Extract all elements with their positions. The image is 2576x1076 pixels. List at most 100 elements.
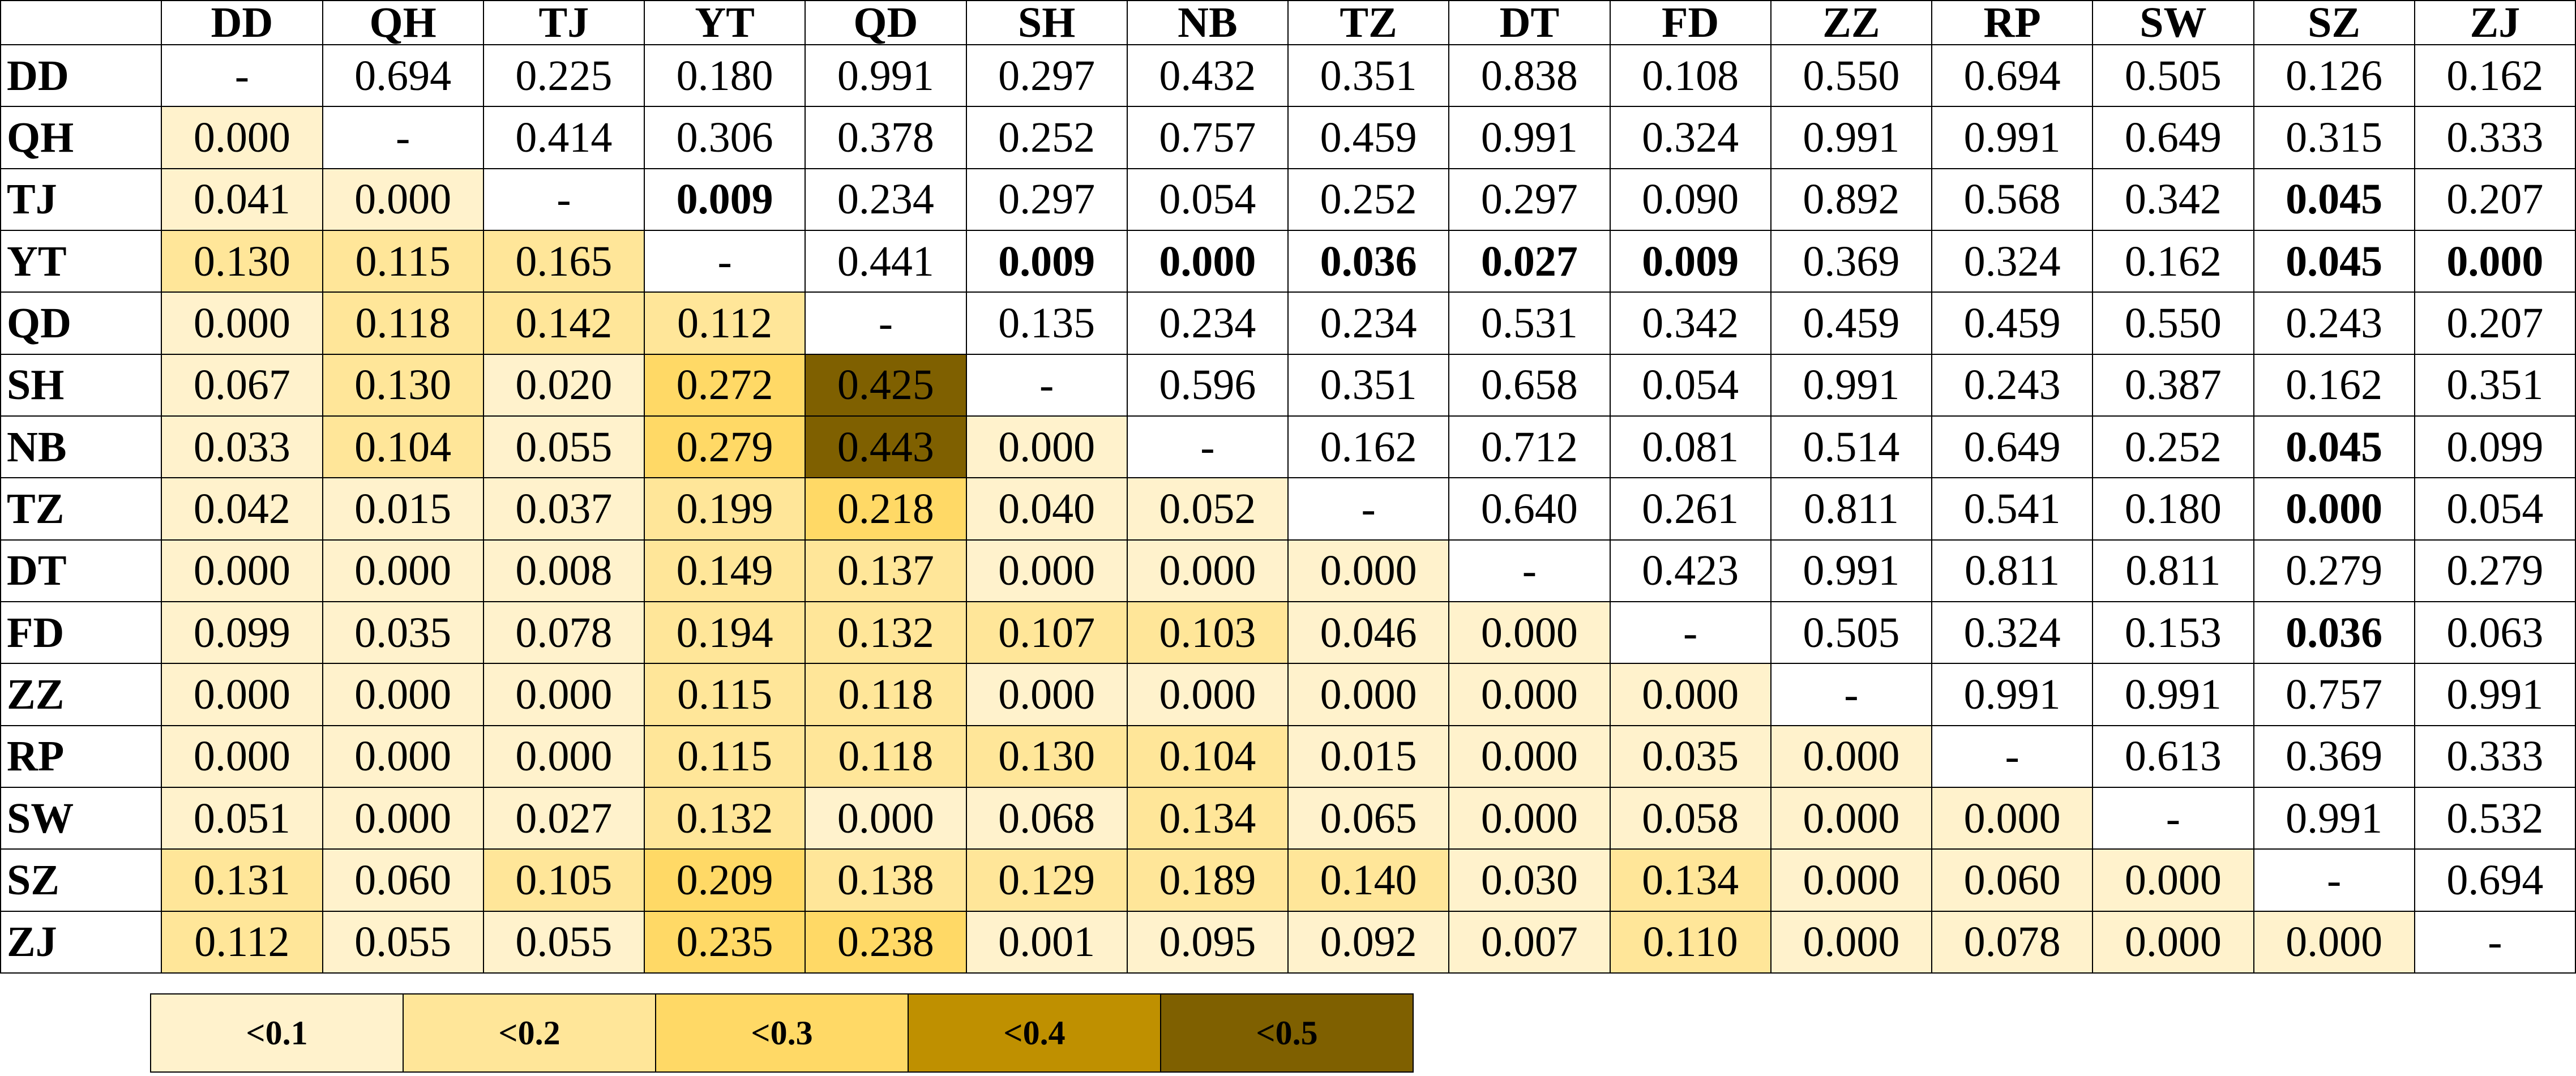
matrix-cell: 0.235: [643, 910, 806, 974]
matrix-cell: 0.140: [1287, 848, 1450, 912]
matrix-cell: 0.000: [161, 106, 323, 169]
matrix-cell: 0.658: [1448, 353, 1611, 417]
matrix-cell: 0.757: [2253, 663, 2415, 726]
matrix-cell: -: [322, 106, 484, 169]
table-row: SH 0.067 0.130 0.020 0.272 0.425-0.596 0.351 0.…: [0, 353, 2576, 417]
matrix-cell: -: [2414, 910, 2576, 974]
matrix-cell: 0.000: [322, 786, 484, 850]
matrix-cell: 0.369: [1770, 229, 1933, 293]
legend-swatch: <0.4: [908, 993, 1161, 1073]
matrix-cell: 0.051: [161, 786, 323, 850]
matrix-cell: 0.035: [1609, 725, 1771, 788]
matrix-cell: 0.243: [2253, 291, 2415, 355]
matrix-cell: -: [1126, 415, 1289, 479]
matrix-cell: 0.081: [1609, 415, 1771, 479]
matrix-cell: 0.550: [1770, 44, 1933, 108]
matrix-cell: 0.000: [1448, 601, 1611, 665]
matrix-cell: 0.000: [1609, 663, 1771, 726]
matrix-cell: 0.041: [161, 168, 323, 231]
matrix-cell: 0.811: [1770, 477, 1933, 541]
matrix-cell: -: [2253, 848, 2415, 912]
matrix-cell: 0.342: [1609, 291, 1771, 355]
matrix-cell: 0.162: [1287, 415, 1450, 479]
matrix-cell: 0.532: [2414, 786, 2576, 850]
corner-cell: [0, 0, 162, 45]
matrix-cell: 0.218: [805, 477, 967, 541]
matrix-cell: 0.063: [2414, 601, 2576, 665]
matrix-cell: 0.000: [2253, 477, 2415, 541]
matrix-cell: 0.694: [1931, 44, 2094, 108]
matrix-body: DD -0.694 0.225 0.180 0.991 0.297 0.432 0.351 0.…: [0, 44, 2576, 974]
row-header-qd: QD: [0, 291, 162, 355]
matrix-cell: 0.425: [805, 353, 967, 417]
legend-swatch: <0.2: [403, 993, 656, 1073]
column-header-dd: DD: [161, 0, 323, 45]
matrix-cell: 0.115: [322, 229, 484, 293]
matrix-cell: 0.153: [2092, 601, 2254, 665]
matrix-cell: 0.596: [1126, 353, 1289, 417]
color-legend: <0.1 <0.2 <0.3 <0.4 <0.5: [150, 993, 1414, 1073]
matrix-cell: 0.243: [1931, 353, 2094, 417]
matrix-cell: 0.149: [643, 539, 806, 602]
matrix-cell: 0.099: [161, 601, 323, 665]
matrix-cell: 0.000: [1770, 848, 1933, 912]
matrix-cell: 0.892: [1770, 168, 1933, 231]
matrix-cell: 0.369: [2253, 725, 2415, 788]
matrix-cell: 0.052: [1126, 477, 1289, 541]
matrix-cell: -: [965, 353, 1128, 417]
matrix-cell: 0.165: [482, 229, 645, 293]
matrix-cell: 0.138: [805, 848, 967, 912]
matrix-cell: 0.001: [965, 910, 1128, 974]
row-header-dd: DD: [0, 44, 162, 108]
matrix-cell: 0.000: [322, 168, 484, 231]
matrix-cell: 0.712: [1448, 415, 1611, 479]
matrix-cell: 0.108: [1609, 44, 1771, 108]
matrix-cell: 0.209: [643, 848, 806, 912]
matrix-cell: 0.104: [322, 415, 484, 479]
row-header-sh: SH: [0, 353, 162, 417]
matrix-cell: 0.118: [322, 291, 484, 355]
matrix-cell: 0.297: [965, 44, 1128, 108]
matrix-cell: -: [805, 291, 967, 355]
matrix-cell: 0.459: [1770, 291, 1933, 355]
matrix-cell: 0.027: [1448, 229, 1611, 293]
matrix-cell: 0.252: [2092, 415, 2254, 479]
matrix-cell: 0.991: [1770, 353, 1933, 417]
table-row: SW 0.051 0.000 0.027 0.132 0.000 0.068 0.134 0.0…: [0, 786, 2576, 850]
column-header-sz: SZ: [2253, 0, 2415, 45]
matrix-cell: 0.991: [1770, 539, 1933, 602]
column-header-qh: QH: [322, 0, 484, 45]
row-header-sz: SZ: [0, 848, 162, 912]
matrix-cell: 0.000: [161, 725, 323, 788]
matrix-cell: 0.060: [322, 848, 484, 912]
matrix-cell: 0.333: [2414, 725, 2576, 788]
matrix-cell: 0.162: [2414, 44, 2576, 108]
matrix-cell: 0.757: [1126, 106, 1289, 169]
matrix-cell: 0.142: [482, 291, 645, 355]
matrix-cell: 0.131: [161, 848, 323, 912]
matrix-cell: 0.272: [643, 353, 806, 417]
matrix-cell: -: [1448, 539, 1611, 602]
matrix-cell: 0.324: [1609, 106, 1771, 169]
table-row: QH 0.000-0.414 0.306 0.378 0.252 0.757 0.459 0.…: [0, 106, 2576, 169]
column-header-zj: ZJ: [2414, 0, 2576, 45]
matrix-cell: 0.000: [322, 539, 484, 602]
matrix-cell: 0.092: [1287, 910, 1450, 974]
matrix-cell: 0.000: [1126, 539, 1289, 602]
table-row: QD 0.000 0.118 0.142 0.112-0.135 0.234 0.234 0.…: [0, 291, 2576, 355]
matrix-cell: 0.054: [1609, 353, 1771, 417]
column-header-rp: RP: [1931, 0, 2094, 45]
matrix-cell: 0.649: [1931, 415, 2094, 479]
matrix-cell: 0.199: [643, 477, 806, 541]
matrix-cell: 0.432: [1126, 44, 1289, 108]
matrix-cell: 0.000: [1287, 663, 1450, 726]
matrix-cell: 0.129: [965, 848, 1128, 912]
matrix-cell: 0.838: [1448, 44, 1611, 108]
matrix-cell: 0.000: [965, 539, 1128, 602]
matrix-cell: 0.000: [1770, 910, 1933, 974]
matrix-cell: 0.015: [322, 477, 484, 541]
matrix-cell: 0.112: [643, 291, 806, 355]
matrix-cell: 0.194: [643, 601, 806, 665]
table-row: FD 0.099 0.035 0.078 0.194 0.132 0.107 0.103 0.0…: [0, 601, 2576, 665]
matrix-cell: 0.132: [805, 601, 967, 665]
